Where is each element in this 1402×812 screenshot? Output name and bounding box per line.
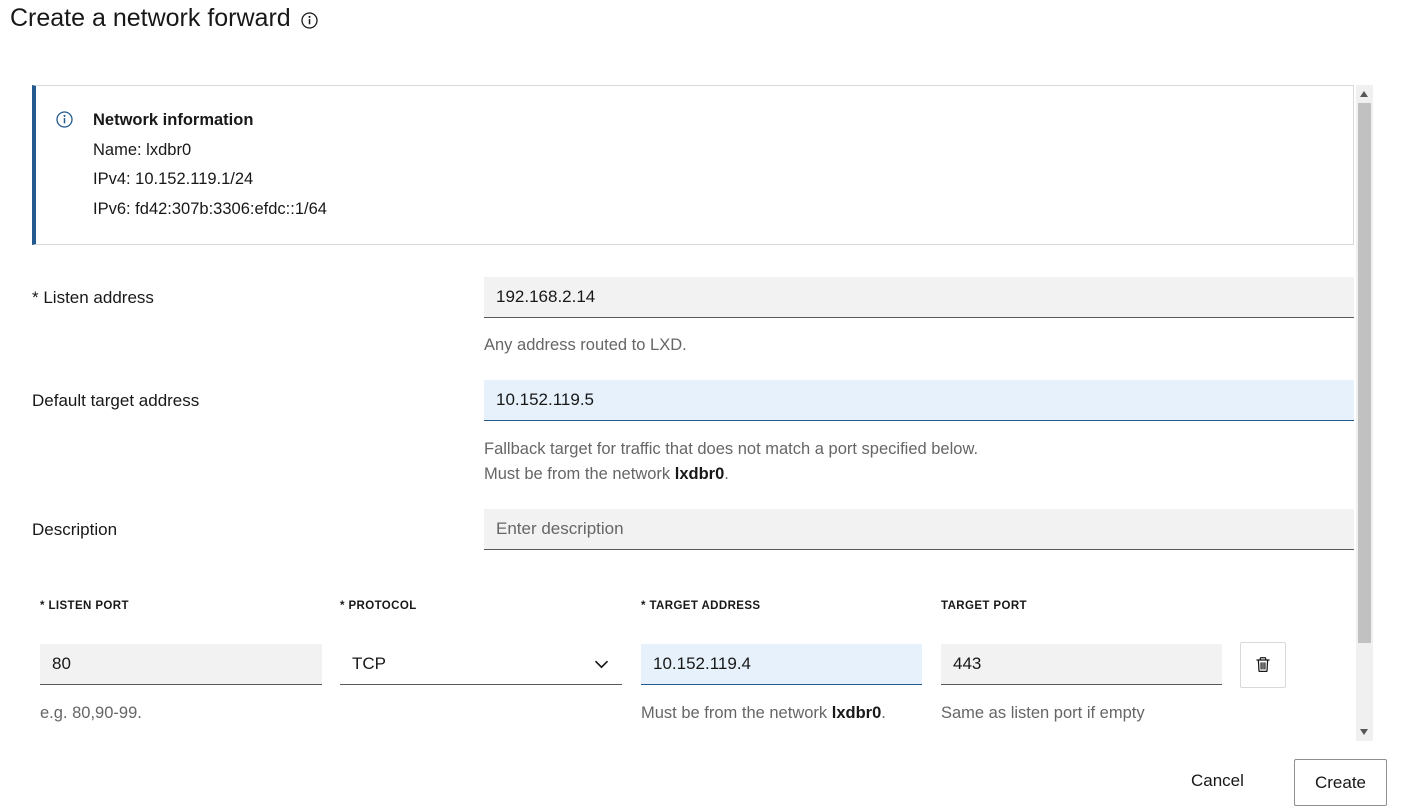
info-icon: [56, 111, 73, 133]
chevron-down-icon: [594, 660, 609, 669]
default-target-address-label: Default target address: [32, 391, 200, 410]
network-name: Name: lxdbr0: [93, 140, 192, 159]
default-target-address-help-2: Must be from the network lxdbr0.: [484, 465, 729, 483]
page-title: Create a network forward: [10, 4, 318, 33]
target-port-help: Same as listen port if empty: [941, 704, 1145, 722]
description-label: Description: [32, 520, 118, 539]
listen-address-label: * Listen address: [32, 288, 154, 307]
network-ipv6: IPv6: fd42:307b:3306:efdc::1/64: [93, 199, 327, 218]
delete-port-row-button[interactable]: [1240, 642, 1286, 688]
scroll-up-icon[interactable]: [1360, 91, 1368, 97]
target-address-help: Must be from the network lxdbr0.: [641, 704, 886, 722]
protocol-header: * PROTOCOL: [340, 600, 417, 612]
trash-icon: [1254, 656, 1272, 674]
scroll-down-icon[interactable]: [1360, 729, 1368, 735]
create-button[interactable]: Create: [1294, 759, 1387, 806]
target-port-header: TARGET PORT: [941, 600, 1027, 612]
description-input[interactable]: [484, 509, 1354, 550]
listen-port-input[interactable]: [40, 644, 322, 685]
network-ipv4: IPv4: 10.152.119.1/24: [93, 170, 254, 188]
target-port-input[interactable]: [941, 644, 1222, 685]
listen-port-help: e.g. 80,90-99.: [40, 704, 142, 722]
listen-address-input[interactable]: [484, 277, 1354, 318]
network-information-banner: Network information Name: lxdbr0 IPv4: 1…: [32, 85, 1354, 245]
target-address-header: * TARGET ADDRESS: [641, 600, 761, 612]
page-title-text: Create a network forward: [10, 4, 291, 32]
scrollbar-thumb[interactable]: [1358, 103, 1371, 643]
cancel-button[interactable]: Cancel: [1191, 771, 1244, 790]
target-address-input[interactable]: [641, 644, 922, 685]
protocol-selected-value: TCP: [352, 654, 386, 673]
vertical-scrollbar[interactable]: [1356, 85, 1373, 741]
listen-port-header: * LISTEN PORT: [40, 600, 129, 612]
listen-address-help: Any address routed to LXD.: [484, 336, 687, 354]
protocol-select[interactable]: TCP: [340, 644, 622, 685]
default-target-address-input[interactable]: [484, 380, 1354, 421]
default-target-address-help-1: Fallback target for traffic that does no…: [484, 440, 979, 458]
info-icon[interactable]: [301, 11, 318, 29]
notification-title: Network information: [93, 111, 254, 129]
